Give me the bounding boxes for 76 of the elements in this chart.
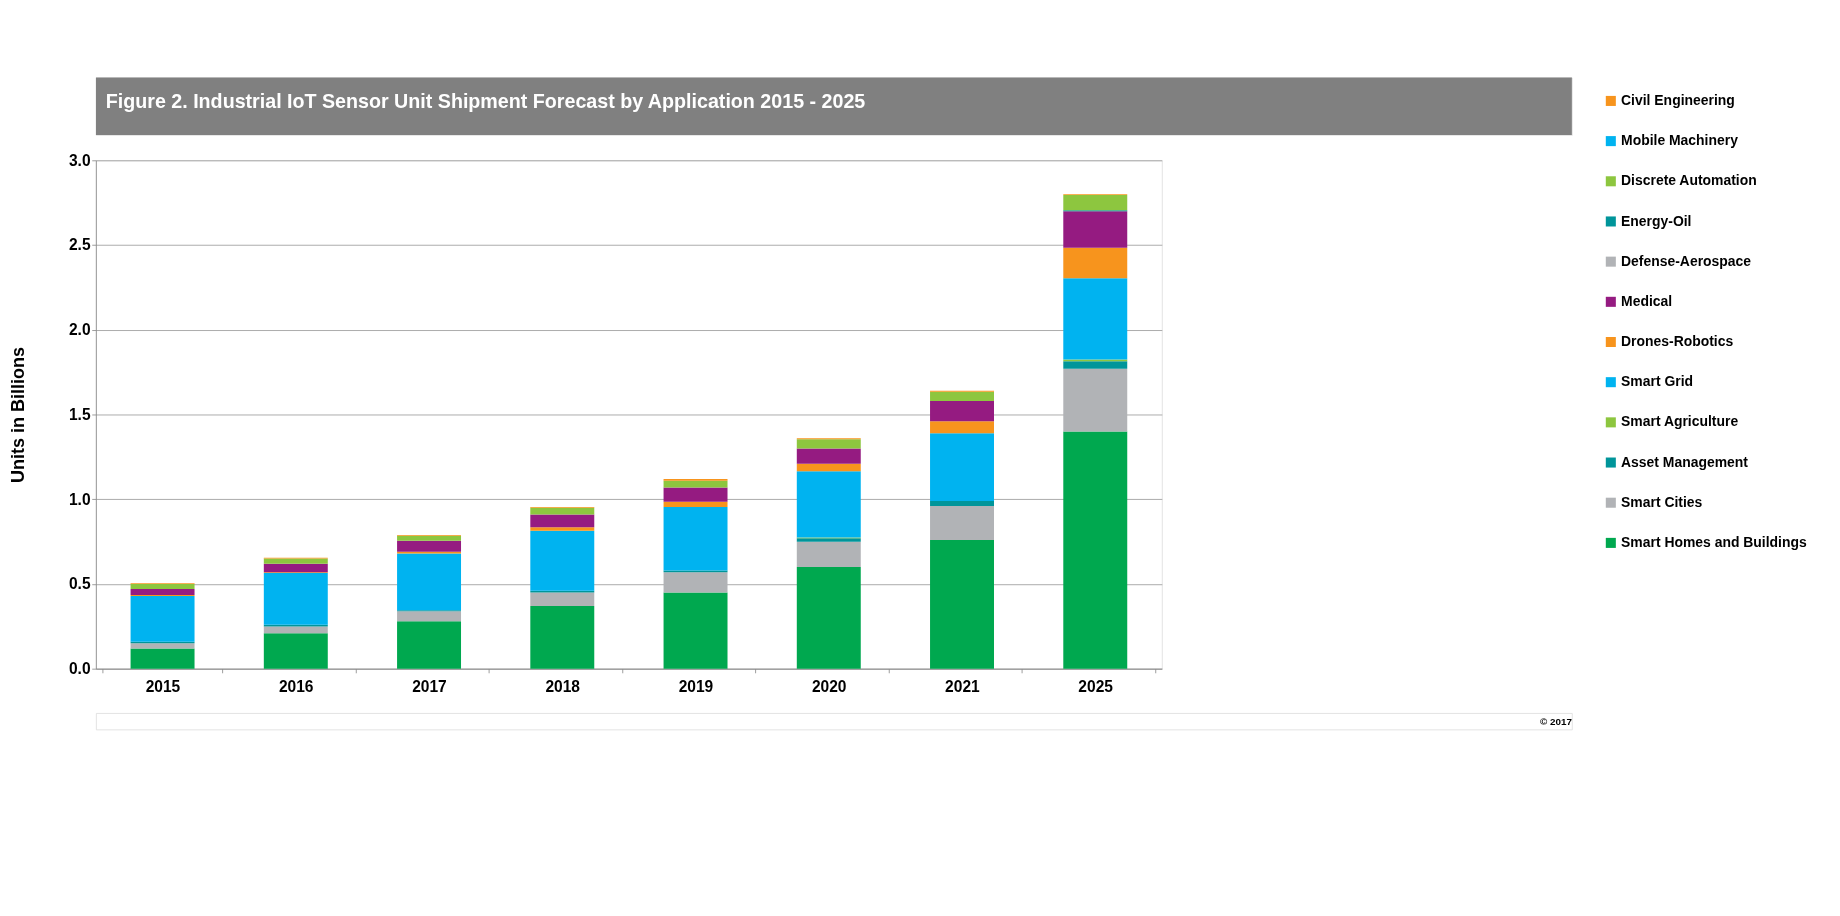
legend-label: Medical: [1621, 292, 1673, 309]
bar: [663, 572, 728, 593]
bar: [397, 611, 462, 622]
bar: [1063, 247, 1128, 279]
y-tick-label: 3.0: [68, 151, 91, 169]
bar: [263, 563, 328, 573]
bar: [1063, 211, 1128, 248]
text: © 2017: [1540, 715, 1573, 727]
y-tick-label: 2.0: [68, 321, 91, 339]
bar: [263, 573, 328, 625]
bar: [263, 633, 328, 669]
legend-label: Mobile Machinery: [1621, 132, 1739, 149]
bar: [263, 558, 328, 564]
bar: [130, 584, 195, 590]
legend-label: Drones-Robotics: [1621, 333, 1734, 350]
bar: [930, 401, 994, 422]
y-tick-label: 1.5: [68, 405, 91, 423]
bar: [530, 592, 595, 607]
bar: [397, 540, 462, 552]
x-tick-label: 2021: [945, 678, 981, 696]
bar: [796, 541, 861, 568]
bar: [1063, 368, 1128, 432]
x-tick-label: 2017: [412, 678, 447, 696]
bar: [1063, 361, 1128, 369]
bar: [397, 553, 462, 611]
legend-label: Defense-Aerospace: [1621, 252, 1752, 269]
bar: [530, 527, 595, 531]
x-tick-label: 2020: [811, 678, 847, 696]
bar: [663, 506, 728, 571]
bar: [796, 448, 861, 464]
bar: [397, 535, 462, 541]
bar: [1063, 431, 1128, 669]
y-tick-label: 0.0: [68, 660, 91, 678]
legend-label: Smart Agriculture: [1621, 413, 1739, 430]
x-tick-label: 2016: [278, 678, 314, 696]
y-tick-label: 1.0: [68, 490, 91, 508]
legend-label: Smart Grid: [1621, 373, 1694, 390]
legend-label: Asset Management: [1621, 453, 1749, 470]
bar: [1063, 278, 1128, 360]
bar: [530, 530, 595, 591]
legend-label: Discrete Automation: [1621, 172, 1757, 189]
x-tick-label: 2015: [145, 678, 181, 696]
bar: [930, 391, 994, 402]
legend-label: Smart Cities: [1621, 493, 1703, 510]
bar: [796, 567, 861, 669]
x-tick-label: 2025: [1078, 678, 1114, 696]
bar: [663, 487, 728, 502]
bar: [663, 501, 728, 507]
chart-title: Figure 2. Industrial IoT Sensor Unit Shipment Forecast by Application 2015 - 2025: [105, 89, 866, 112]
bar: [930, 539, 994, 669]
y-tick-label: 0.5: [68, 575, 91, 593]
bar: [930, 500, 994, 507]
bar: [796, 463, 861, 472]
x-tick-label: 2018: [545, 678, 581, 696]
bar: [1063, 195, 1128, 211]
bar: [663, 592, 728, 669]
bar: [130, 589, 195, 596]
bar: [130, 595, 195, 642]
bar: [930, 433, 994, 501]
bar: [130, 643, 195, 649]
x-tick-label: 2019: [678, 678, 714, 696]
bar: [930, 506, 994, 540]
bar: [530, 606, 595, 669]
bar: [530, 507, 595, 515]
legend-label: Smart Homes and Buildings: [1621, 533, 1807, 550]
bar: [263, 626, 328, 634]
bar: [796, 471, 861, 538]
bar: [130, 648, 195, 669]
legend-label: Energy-Oil: [1621, 212, 1692, 229]
legend-label: Civil Engineering: [1621, 92, 1735, 109]
bar: [397, 621, 462, 669]
bar: [530, 514, 595, 528]
bar: [796, 439, 861, 449]
bar: [930, 421, 994, 434]
y-axis-title: Units in Billions: [7, 346, 28, 484]
y-tick-label: 2.5: [68, 236, 91, 254]
